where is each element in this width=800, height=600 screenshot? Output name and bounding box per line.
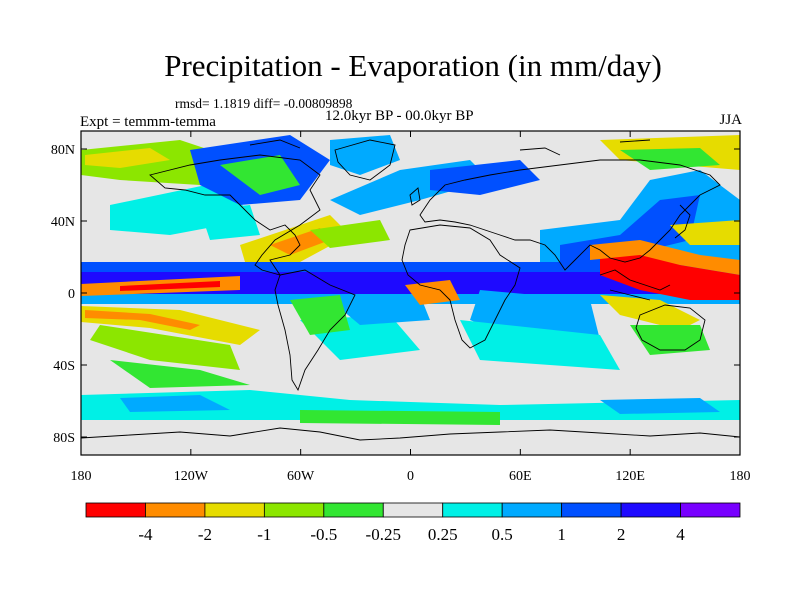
colorbar-label: 2 [617, 525, 626, 544]
lon-tick-label: 60E [509, 469, 532, 484]
colorbar-label: -4 [138, 525, 153, 544]
colorbar: -4 -2 -1 -0.5 -0.25 0.25 0.5 1 2 4 [85, 502, 741, 544]
maritime-continent [600, 295, 700, 330]
arctic-east-green [620, 148, 720, 170]
coast-antarctica [81, 427, 740, 441]
pacific-east-yellow [670, 220, 740, 245]
colorbar-swatch [382, 502, 444, 518]
coast-europe-asia [419, 159, 721, 271]
west-pacific-red [600, 250, 740, 300]
colorbar-swatch [263, 502, 325, 518]
colorbar-label: 0.5 [492, 525, 513, 544]
australia-green [630, 325, 710, 355]
coast-arctic-islands [249, 139, 651, 156]
southern-ocean-blue-2 [600, 398, 720, 414]
canada-green [220, 155, 300, 195]
itcz-edge-north [81, 262, 740, 272]
colorbar-swatch [501, 502, 563, 518]
colorbar-swatch [323, 502, 384, 518]
lon-tick-label: 60W [287, 469, 315, 484]
field-layer [81, 135, 740, 425]
arctic-yellow-west [85, 148, 170, 168]
longitude-axis: 180 120W 60W 0 60E 120E 180 [71, 131, 751, 484]
colorbar-label: 0.25 [428, 525, 458, 544]
coast-south-america [274, 269, 356, 392]
coast-australia [635, 304, 706, 351]
colorbar-swatch [561, 502, 622, 518]
lon-tick-label: 120E [615, 469, 645, 484]
lat-tick-label: 40N [51, 215, 75, 230]
coast-uk [409, 187, 421, 206]
greenland-blue [330, 135, 400, 175]
colorbar-label: -2 [198, 525, 212, 544]
colorbar-swatch [442, 502, 503, 518]
north-america-cyan [200, 205, 260, 240]
indian-ocean-cyan [460, 320, 620, 370]
colorbar-label: -0.25 [366, 525, 401, 544]
africa-west-orange [405, 280, 460, 305]
lat-tick-label: 40S [53, 359, 75, 374]
pacific-dry-core [120, 281, 220, 291]
lat-tick-label: 0 [68, 287, 75, 302]
coastlines [81, 139, 740, 441]
coast-greenland [334, 139, 396, 181]
colorbar-swatch [204, 502, 265, 518]
itcz-band [81, 272, 740, 294]
colorbar-label: -0.5 [310, 525, 337, 544]
experiment-label: Expt = temmm-temma [80, 114, 216, 130]
colorbar-swatch [145, 502, 206, 518]
colorbar-swatch [620, 502, 681, 518]
lat-tick-label: 80S [53, 431, 75, 446]
coast-japan [674, 204, 691, 239]
south-atlantic-blue [330, 295, 430, 325]
southern-ocean-cyan [81, 390, 740, 420]
southern-ocean-green [300, 410, 500, 425]
period-text: 12.0kyr BP - 00.0kyr BP [325, 108, 474, 124]
spcz-core [85, 310, 200, 330]
colorbar-label: 1 [557, 525, 566, 544]
lon-tick-label: 0 [407, 469, 414, 484]
southern-ocean-blue-1 [120, 395, 230, 412]
season-label: JJA [719, 112, 742, 128]
stats-text: rmsd= 1.1819 diff= -0.00809898 [175, 96, 353, 111]
coast-africa [401, 224, 521, 349]
siberia-blue [430, 160, 540, 195]
map-panel [80, 130, 741, 456]
south-pacific-green [90, 325, 240, 370]
coast-maritime [599, 269, 671, 301]
caribbean-core [270, 228, 330, 255]
lat-tick-label: 80N [51, 143, 75, 158]
lon-tick-label: 180 [730, 469, 751, 484]
mid-pacific-green [110, 360, 250, 388]
north-atlantic-green [310, 220, 390, 248]
colorbar-label: -1 [257, 525, 271, 544]
colorbar-swatch [680, 502, 741, 518]
colorbar-swatch [85, 502, 146, 518]
map-title: Precipitation - Evaporation (in mm/day) [164, 48, 662, 83]
latitude-axis: 80N 40N 0 40S 80S [51, 143, 740, 446]
colorbar-label: 4 [676, 525, 685, 544]
west-pacific-orange [590, 240, 740, 275]
lon-tick-label: 120W [174, 469, 209, 484]
lon-tick-label: 180 [71, 469, 92, 484]
